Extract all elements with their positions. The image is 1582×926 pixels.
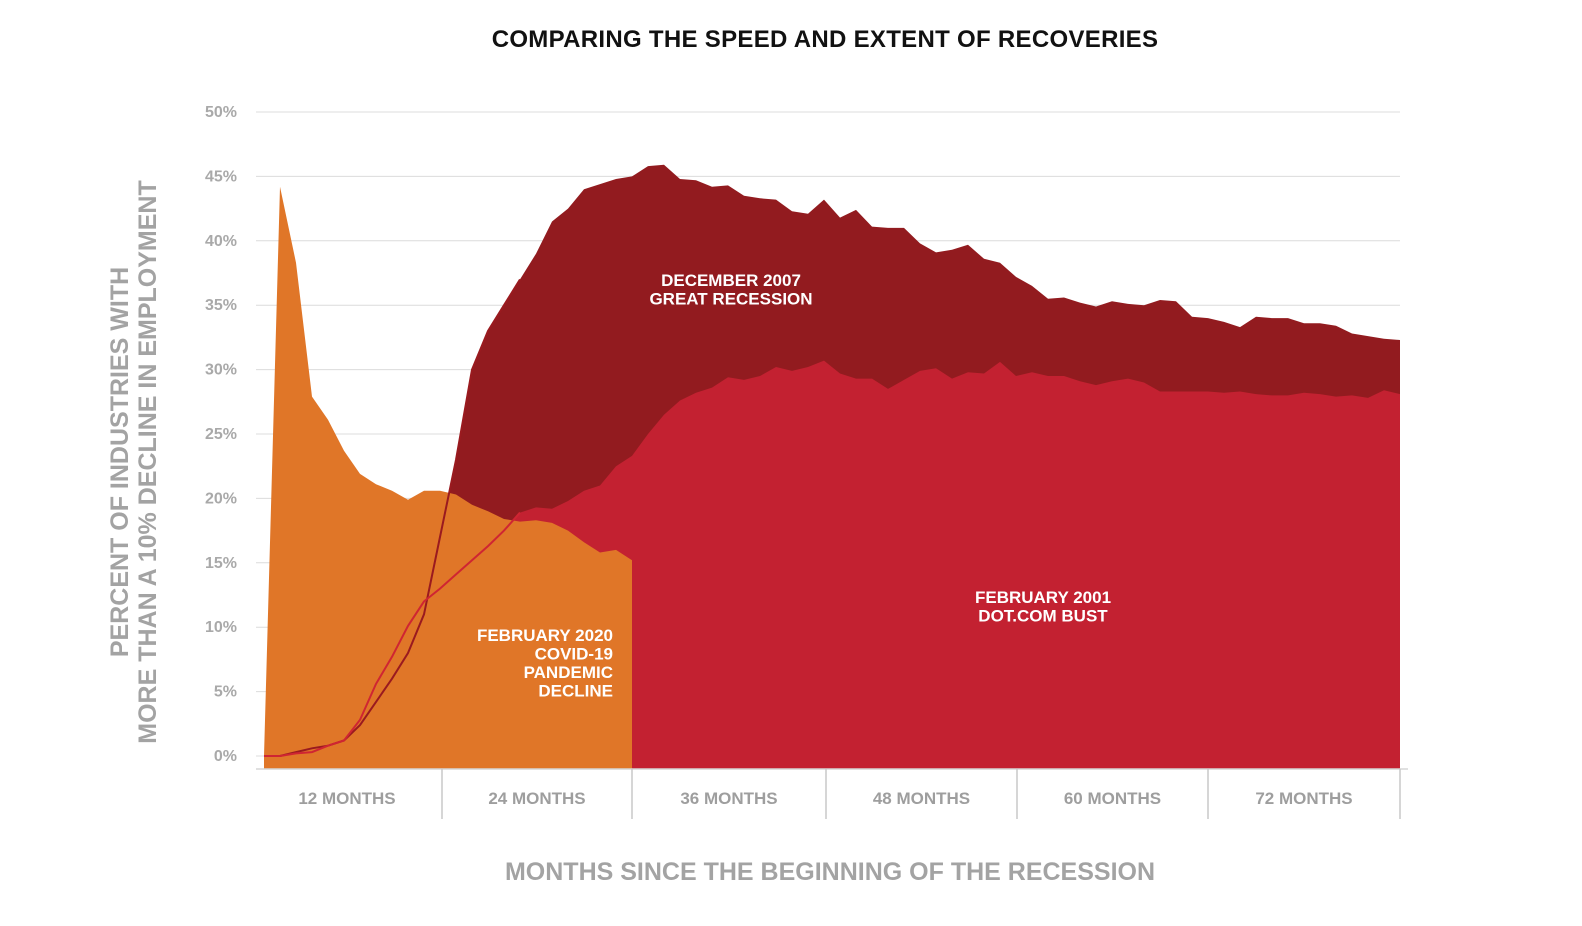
y-tick-label: 30% xyxy=(205,362,237,379)
x-tick-label: 60 MONTHS xyxy=(1064,789,1161,808)
series-label-1: FEBRUARY 2001 DOT.COM BUST xyxy=(975,588,1111,626)
x-axis-title: MONTHS SINCE THE BEGINNING OF THE RECESS… xyxy=(505,858,1155,886)
series-labels: DECEMBER 2007 GREAT RECESSION FEBRUARY 200… xyxy=(477,271,1111,701)
y-tick-label: 5% xyxy=(214,684,237,701)
x-tick-label: 72 MONTHS xyxy=(1255,789,1352,808)
series-label-line: DOT.COM BUST xyxy=(978,607,1108,626)
series-area-2 xyxy=(264,186,632,769)
series-line-0 xyxy=(264,278,521,757)
x-tick-label: 36 MONTHS xyxy=(680,789,777,808)
y-axis-title-line: MORE THAN A 10% DECLINE IN EMPLOYMENT xyxy=(134,180,162,743)
y-tick-label: 15% xyxy=(205,555,237,572)
series-label-line: COVID-19 xyxy=(535,645,613,664)
y-tick-label: 0% xyxy=(214,748,237,765)
y-axis-title-line: PERCENT OF INDUSTRIES WITH xyxy=(106,267,134,657)
y-tick-label: 40% xyxy=(205,233,237,250)
series-label-2: FEBRUARY 2020 COVID-19 PANDEMIC DECLINE xyxy=(477,626,613,701)
series-label-0: DECEMBER 2007 GREAT RECESSION xyxy=(649,271,812,309)
series-label-line: GREAT RECESSION xyxy=(649,290,812,309)
chart-title: COMPARING THE SPEED AND EXTENT OF RECOVE… xyxy=(491,26,1159,53)
y-tick-label: 45% xyxy=(205,168,237,185)
y-axis-ticks: 0% 5% 10% 15% 20% 25% 30% 35% 40% 45% 50% xyxy=(205,104,237,765)
series-label-line: DECEMBER 2007 xyxy=(661,271,801,290)
y-tick-label: 25% xyxy=(205,426,237,443)
series-label-line: PANDEMIC xyxy=(524,663,613,682)
x-axis: 12 MONTHS 24 MONTHS 36 MONTHS 48 MONTHS 60 M… xyxy=(256,768,1408,819)
x-tick-label: 24 MONTHS xyxy=(488,789,585,808)
y-axis-title: PERCENT OF INDUSTRIES WITHMORE THAN A 10… xyxy=(106,180,162,743)
series-label-line: FEBRUARY 2001 xyxy=(975,588,1111,607)
x-tick-label: 48 MONTHS xyxy=(873,789,970,808)
y-tick-label: 50% xyxy=(205,104,237,121)
series-label-line: FEBRUARY 2020 xyxy=(477,626,613,645)
series-label-line: DECLINE xyxy=(538,682,613,701)
y-tick-label: 35% xyxy=(205,297,237,314)
series-areas xyxy=(264,164,1400,770)
x-tick-label: 12 MONTHS xyxy=(298,789,395,808)
y-tick-label: 10% xyxy=(205,619,237,636)
series-line-1 xyxy=(264,511,521,757)
y-tick-label: 20% xyxy=(205,490,237,507)
series-lines xyxy=(264,278,521,757)
